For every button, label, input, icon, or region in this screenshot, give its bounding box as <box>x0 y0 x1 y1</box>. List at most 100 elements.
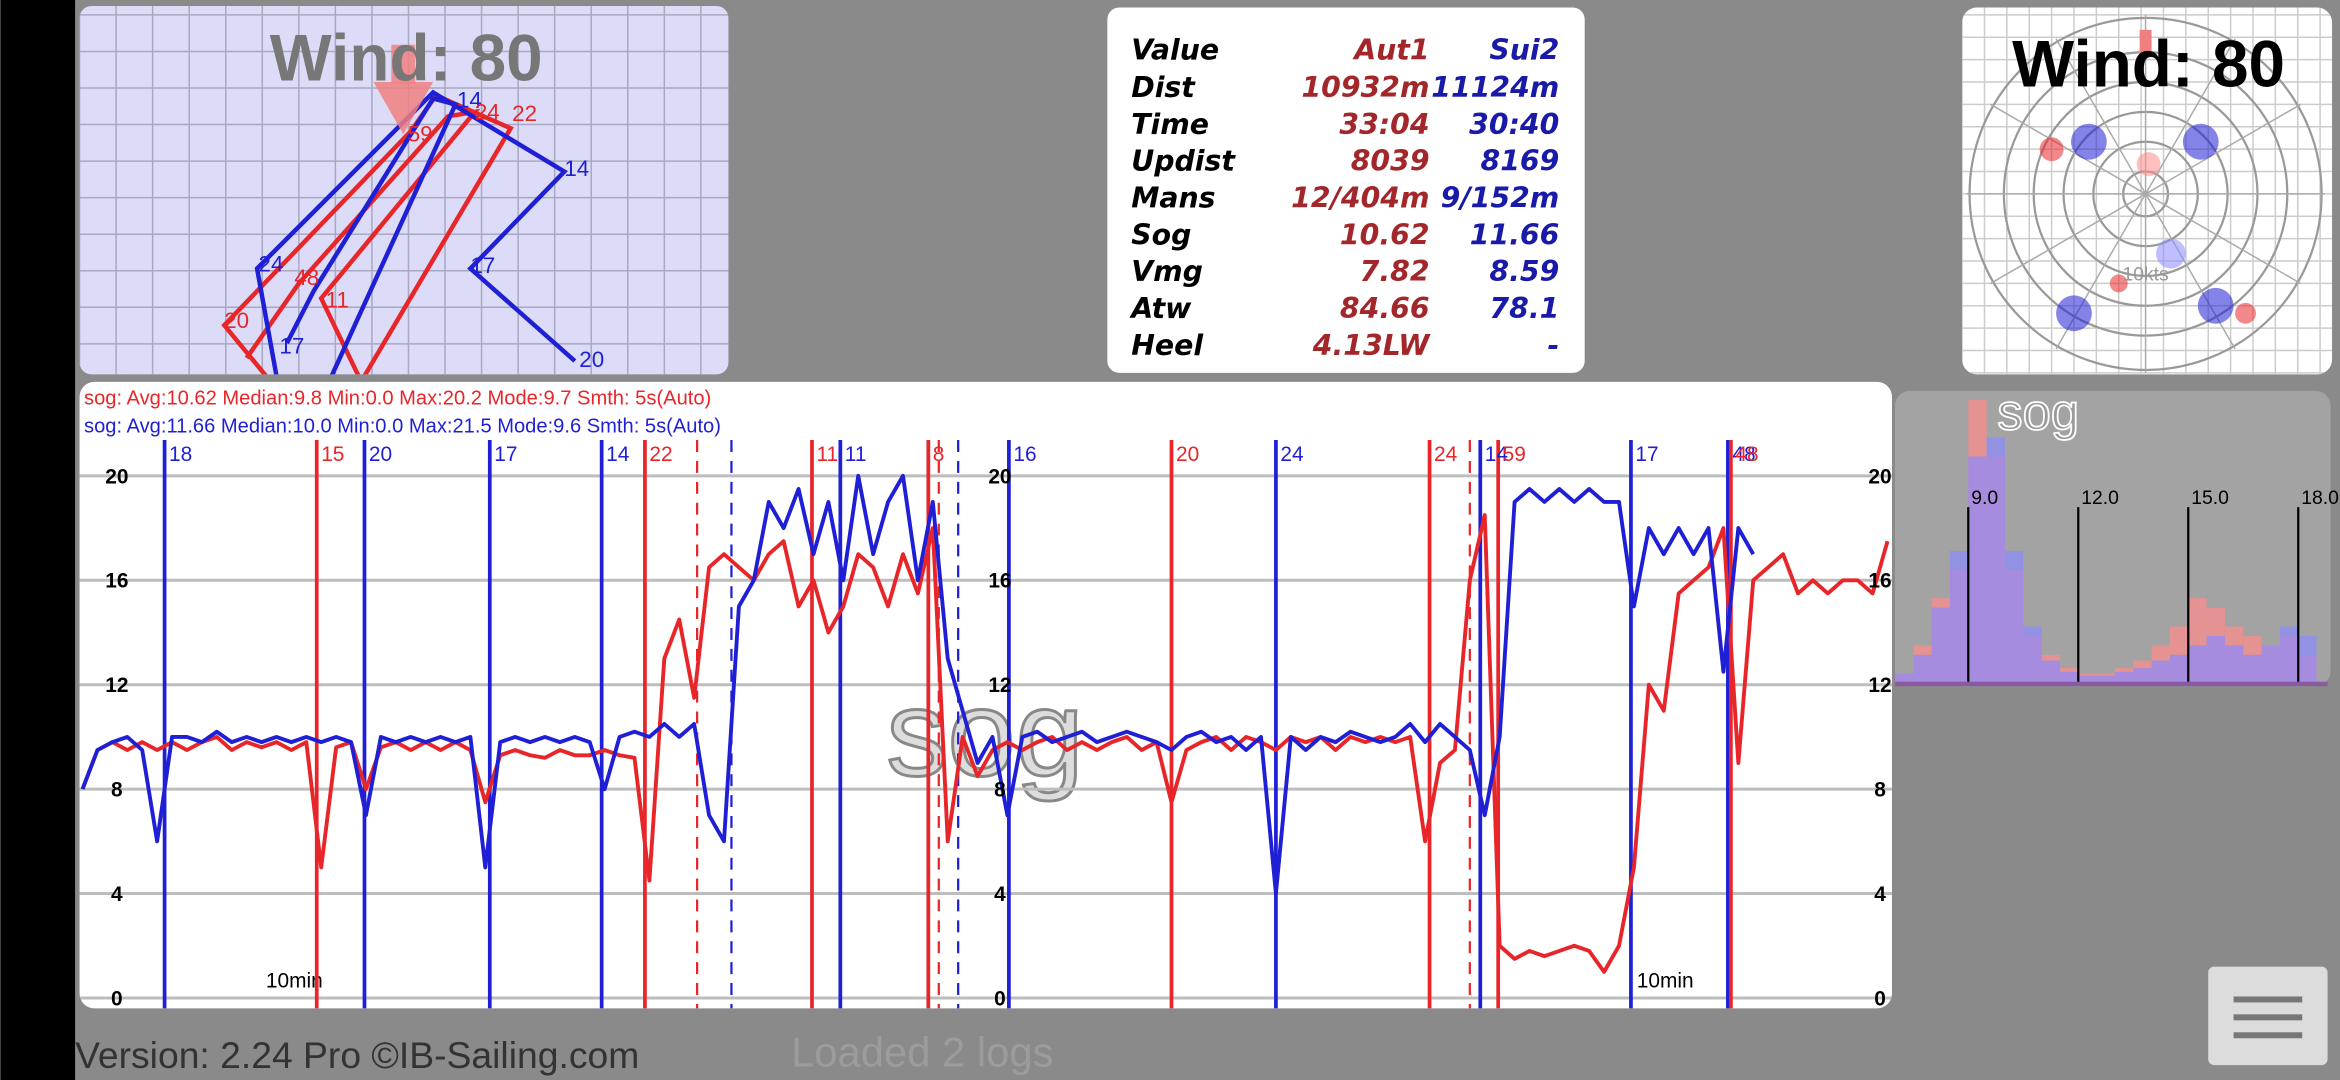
map-label: 24 <box>259 251 284 276</box>
map-label: 17 <box>279 334 304 359</box>
table-cell: - <box>1548 329 1560 362</box>
histogram-bar <box>2243 654 2262 684</box>
histogram-bar <box>1949 550 1969 684</box>
menu-icon <box>2233 1014 2303 1021</box>
x-tick-label: 12.0 <box>2081 487 2119 509</box>
table-cell: 11124m <box>1431 71 1559 104</box>
maneuver-label: 16 <box>1013 443 1036 466</box>
y-tick-label: 16 <box>988 570 1011 593</box>
table-header: Sui2 <box>1489 34 1559 67</box>
y-tick-label: 0 <box>111 987 123 1010</box>
y-tick-label: 0 <box>1874 987 1886 1010</box>
polar-cloud <box>2070 123 2107 160</box>
y-tick-label: 16 <box>1868 570 1891 593</box>
y-tick-label: 8 <box>1874 779 1886 802</box>
maneuver-label: 24 <box>1280 443 1303 466</box>
map-background <box>79 5 729 375</box>
y-tick-label: 0 <box>994 987 1006 1010</box>
map-panel: Wind: 80 14 14 24 17 17 20 24 22 59 48 1… <box>79 5 729 375</box>
table-cell: 9/152m <box>1441 181 1560 214</box>
series-line <box>80 473 1755 896</box>
histogram-bar <box>1931 607 1950 684</box>
maneuver-label: 17 <box>1635 443 1658 466</box>
table-cell: 78.1 <box>1489 292 1559 325</box>
histogram-bar <box>2151 660 2170 684</box>
maneuver-label: 15 <box>321 443 344 466</box>
maneuver-label: 14 <box>606 443 629 466</box>
y-tick-label: 4 <box>111 883 123 906</box>
polar-spoke <box>2145 193 2301 285</box>
table-cell: 10.62 <box>1340 218 1430 251</box>
table-cell: Heel <box>1131 329 1204 362</box>
polar-spoke <box>2055 38 2147 195</box>
polar-cloud <box>2136 152 2161 177</box>
histogram-bar <box>2224 645 2244 684</box>
y-tick-label: 4 <box>994 883 1006 906</box>
map-label: 59 <box>408 122 433 147</box>
wind-arrow <box>391 44 416 84</box>
time-label: 10min <box>1637 970 1694 993</box>
polar-cloud <box>2109 274 2128 293</box>
maneuver-label: 11 <box>845 443 867 466</box>
maneuver-label: 48 <box>1732 443 1755 466</box>
polar-spoke <box>1990 103 2146 195</box>
x-tick-label: 15.0 <box>2191 487 2229 509</box>
menu-icon <box>2233 1032 2303 1039</box>
y-tick-label: 12 <box>1868 674 1891 697</box>
track-blue <box>254 89 577 375</box>
map-tracks <box>221 44 577 375</box>
histogram-bar <box>2206 635 2225 684</box>
table-cell: 84.66 <box>1340 292 1430 325</box>
table-cell: Mans <box>1131 181 1215 214</box>
table-cell: 7.82 <box>1360 255 1430 288</box>
stats-table: Value Aut1 Sui2 Dist 10932m 11124m Time 33:04 30… <box>1107 7 1585 373</box>
menu-button[interactable] <box>2208 966 2328 1066</box>
histogram-bar <box>1894 673 1914 684</box>
sog-chart: sog: Avg:10.62 Median:9.8 Min:0.0 Max:20… <box>79 381 1892 1010</box>
table-background <box>1107 7 1585 373</box>
histogram-bar <box>2261 645 2280 684</box>
histogram-title: sog <box>1997 384 2079 441</box>
histogram-bar <box>2041 660 2060 684</box>
map-label: 14 <box>457 87 482 112</box>
histogram-bar <box>2188 645 2207 684</box>
y-tick-label: 8 <box>994 779 1006 802</box>
maneuver-label: 22 <box>649 443 672 466</box>
table-cell: 30:40 <box>1469 108 1559 141</box>
polar-spoke <box>1990 193 2146 285</box>
maneuver-label: 48 <box>1735 443 1758 466</box>
map-label: 14 <box>564 156 589 181</box>
histogram-base <box>1894 681 2328 687</box>
y-tick-label: 20 <box>105 465 128 488</box>
polar-spoke <box>2144 38 2236 195</box>
version-text: Version: 2.24 Pro ©IB-Sailing.com <box>75 1034 639 1076</box>
polar-cloud <box>2182 123 2219 160</box>
histogram-bar <box>2096 675 2115 684</box>
maneuver-label: 14 <box>1485 443 1508 466</box>
polar-title: Wind: 80 <box>2012 28 2285 101</box>
maneuver-label: 59 <box>1503 443 1526 466</box>
chart-background <box>79 381 1892 1009</box>
polar-panel: 10kts Wind: 80 <box>1962 7 2333 375</box>
table-cell: 11.66 <box>1470 218 1560 251</box>
maneuver-label: 18 <box>169 443 192 466</box>
histogram-bar <box>2114 671 2134 684</box>
table-cell: 4.13LW <box>1312 329 1431 362</box>
map-label: 20 <box>224 308 249 333</box>
histogram-bar <box>2279 626 2299 684</box>
table-cell: 12/404m <box>1291 181 1429 214</box>
table-header: Aut1 <box>1352 34 1429 67</box>
maneuver-label: 8 <box>933 443 945 466</box>
y-tick-label: 20 <box>988 465 1011 488</box>
polar-cloud <box>2197 287 2234 324</box>
y-tick-label: 16 <box>105 570 128 593</box>
histogram-panel: sog 9.0 12.0 15.0 18.0 <box>1894 383 2339 687</box>
polar-plot <box>1962 7 2333 375</box>
table-cell: Updist <box>1131 145 1236 178</box>
menu-icon <box>2233 996 2303 1003</box>
series-summary: sog: Avg:10.62 Median:9.8 Min:0.0 Max:20… <box>84 387 711 409</box>
table-header: Value <box>1131 34 1219 67</box>
histogram-bar <box>1913 654 1932 684</box>
status-text: Loaded 2 logs <box>791 1029 1053 1076</box>
